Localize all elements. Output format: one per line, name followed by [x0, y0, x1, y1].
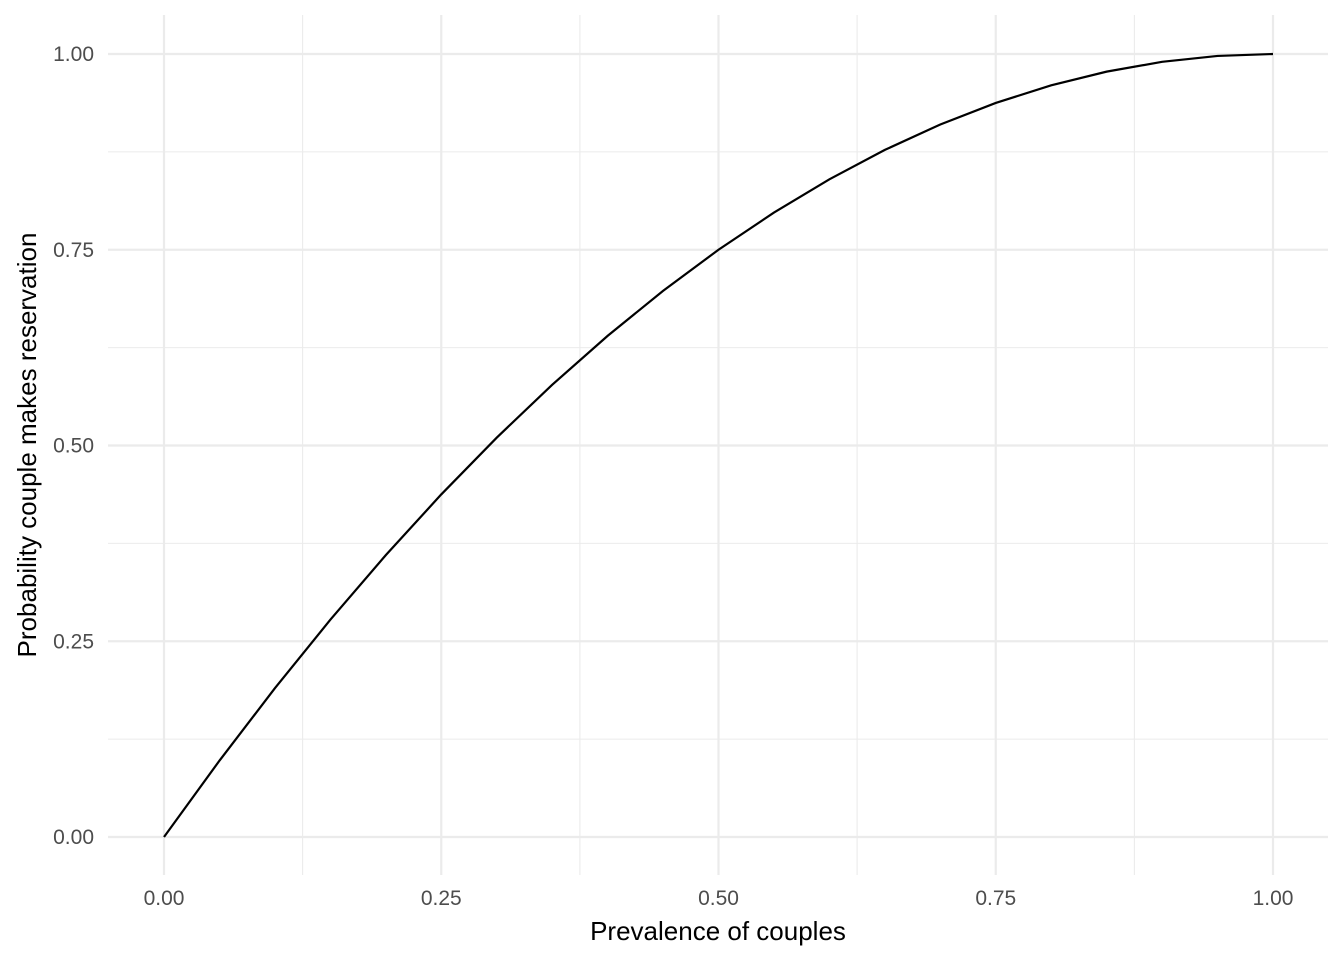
y-tick-label: 0.00 [53, 826, 94, 849]
grid [108, 15, 1328, 875]
series-layer [163, 52, 1274, 838]
y-tick-label: 0.50 [53, 435, 94, 458]
y-axis-title: Probability couple makes reservation [12, 233, 42, 658]
x-tick-label: 0.50 [698, 887, 739, 910]
x-tick-label: 0.75 [975, 887, 1016, 910]
x-tick-label: 0.25 [421, 887, 462, 910]
x-tick-label: 1.00 [1253, 887, 1294, 910]
y-tick-labels: 0.00 0.25 0.50 0.75 1.00 [53, 43, 94, 849]
y-tick-label: 1.00 [53, 43, 94, 66]
y-tick-label: 0.25 [53, 630, 94, 653]
series-line [163, 52, 1274, 838]
y-tick-label: 0.75 [53, 239, 94, 262]
x-tick-labels: 0.00 0.25 0.50 0.75 1.00 [144, 887, 1294, 910]
x-tick-label: 0.00 [144, 887, 185, 910]
x-axis-title: Prevalence of couples [590, 916, 846, 946]
